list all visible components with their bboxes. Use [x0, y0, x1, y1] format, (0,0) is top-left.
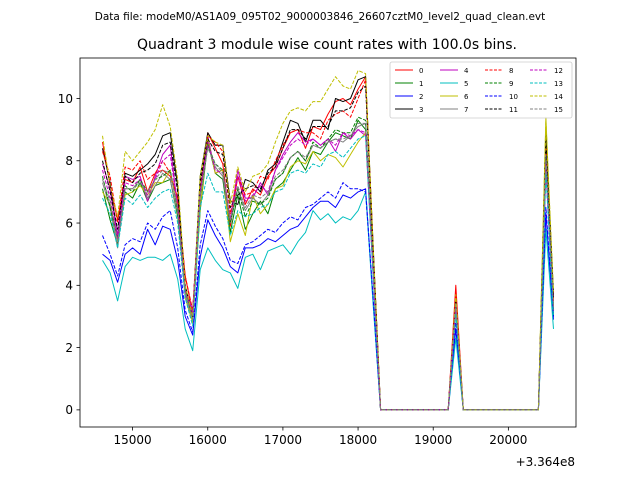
y-tick-label: 10: [58, 92, 73, 106]
legend-label-14: 14: [554, 93, 563, 101]
series-line-14: [102, 70, 554, 411]
legend-label-12: 12: [554, 67, 563, 75]
legend-label-13: 13: [554, 80, 563, 88]
x-tick-label: 18000: [339, 433, 377, 447]
legend-frame: [389, 61, 573, 119]
legend-label-3: 3: [419, 106, 423, 114]
axes-frame: [79, 57, 577, 428]
legend-label-9: 9: [509, 80, 513, 88]
series-line-7: [102, 122, 554, 411]
y-tick-label: 4: [65, 279, 73, 293]
legend-label-4: 4: [464, 67, 469, 75]
series-line-9: [102, 116, 554, 411]
series-line-1: [102, 119, 554, 411]
series-line-15: [102, 122, 554, 411]
x-tick-label: 19000: [414, 433, 452, 447]
legend-label-15: 15: [554, 106, 563, 114]
y-tick-label: 8: [65, 154, 73, 168]
chart-suptitle: Data file: modeM0/AS1A09_095T02_90000038…: [95, 11, 546, 23]
x-tick-label: 17000: [264, 433, 302, 447]
x-offset-label: +3.364e8: [516, 455, 575, 469]
y-tick-label: 0: [65, 403, 73, 417]
plot-area: 15000 16000 17000 18000 19000 200000246810012…: [58, 57, 577, 447]
series-line-12: [102, 129, 554, 411]
y-tick-label: 6: [65, 216, 73, 230]
legend-label-2: 2: [419, 93, 423, 101]
legend-label-1: 1: [419, 80, 423, 88]
legend-label-5: 5: [464, 80, 468, 88]
legend-label-6: 6: [464, 93, 469, 101]
x-tick-label: 16000: [189, 433, 227, 447]
x-tick-label: 20000: [489, 433, 527, 447]
x-tick-label: 15000: [114, 433, 152, 447]
legend-label-0: 0: [419, 67, 423, 75]
series-line-5: [102, 191, 554, 411]
series-line-2: [102, 188, 554, 411]
legend-label-8: 8: [509, 67, 513, 75]
chart-title: Quadrant 3 module wise count rates with …: [137, 37, 517, 53]
y-tick-label: 2: [65, 341, 73, 355]
legend-label-11: 11: [509, 106, 518, 114]
series-line-13: [102, 135, 554, 411]
series-line-6: [102, 116, 554, 411]
series-line-10: [102, 182, 554, 411]
legend-label-10: 10: [509, 93, 518, 101]
legend-label-7: 7: [464, 106, 468, 114]
